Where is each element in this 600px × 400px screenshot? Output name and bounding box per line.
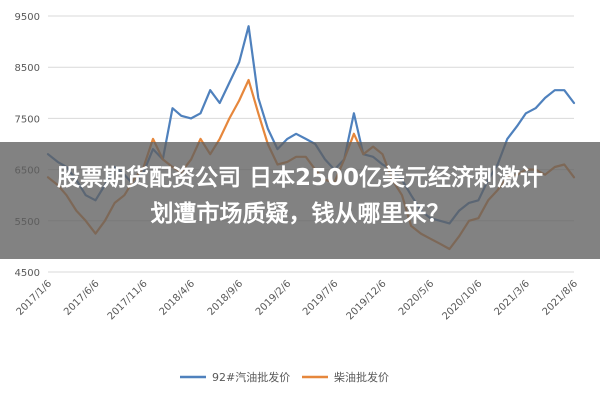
x-tick-label: 2018/4/6 [158,278,198,318]
x-tick-label: 2019/7/6 [301,278,341,318]
x-tick-label: 2019/2/6 [254,278,294,318]
headline-banner [0,142,600,259]
headline-line-2: 划遭市场质疑，钱从哪里来？ [150,201,450,227]
legend-label: 柴油批发价 [334,370,389,384]
y-tick-label: 8500 [15,63,40,74]
x-tick-label: 2017/1/6 [15,278,55,318]
headline-line-1: 股票期货配资公司 日本2500亿美元经济刺激计 [56,165,544,191]
x-tick-label: 2020/10/6 [441,278,485,322]
x-tick-label: 2021/3/6 [492,278,532,318]
article-headline[interactable]: 股票期货配资公司 日本2500亿美元经济刺激计 划遭市场质疑，钱从哪里来？ [0,160,600,232]
x-tick-label: 2017/6/6 [62,278,102,318]
x-tick-labels: 2017/1/6 2017/6/6 2017/11/6 2018/4/6 2018/9/… [15,278,581,322]
legend: 92#汽油批发价 柴油批发价 [180,370,389,384]
y-tick-label: 7500 [15,114,40,125]
y-tick-label: 4500 [15,268,40,279]
x-tick-label: 2017/11/6 [106,278,150,322]
x-tick-label: 2020/5/6 [397,278,437,318]
y-tick-label: 9500 [15,12,40,23]
x-tick-label: 2018/9/6 [206,278,246,318]
legend-label: 92#汽油批发价 [212,370,290,384]
x-tick-label: 2021/8/6 [541,278,581,318]
x-tick-label: 2019/12/6 [345,278,389,322]
